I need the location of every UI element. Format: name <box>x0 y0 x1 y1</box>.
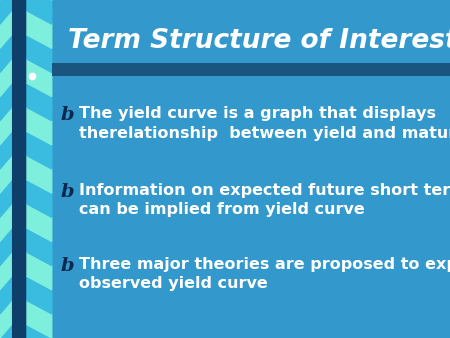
Text: b: b <box>61 183 74 200</box>
Polygon shape <box>27 252 52 290</box>
Polygon shape <box>0 11 11 48</box>
Polygon shape <box>27 156 52 193</box>
Bar <box>0 0 11 338</box>
Text: The yield curve is a graph that displays
therelationship  between yield and matu: The yield curve is a graph that displays… <box>79 106 450 141</box>
Bar <box>11 0 27 338</box>
Polygon shape <box>0 131 11 169</box>
Polygon shape <box>27 11 52 48</box>
Polygon shape <box>27 204 52 241</box>
Text: Three major theories are proposed to explain the
observed yield curve: Three major theories are proposed to exp… <box>79 257 450 291</box>
Text: Information on expected future short term rates
can be implied from yield curve: Information on expected future short ter… <box>79 183 450 217</box>
Polygon shape <box>27 35 52 72</box>
Polygon shape <box>0 325 11 338</box>
Text: Term Structure of Interest Rates: Term Structure of Interest Rates <box>68 28 450 53</box>
Polygon shape <box>27 83 52 121</box>
Polygon shape <box>0 300 11 338</box>
Polygon shape <box>27 131 52 169</box>
Polygon shape <box>0 59 11 97</box>
Polygon shape <box>27 300 52 338</box>
Polygon shape <box>0 35 11 72</box>
Polygon shape <box>0 204 11 241</box>
Polygon shape <box>27 325 52 338</box>
Polygon shape <box>0 228 11 266</box>
Text: b: b <box>61 106 74 124</box>
Bar <box>52 63 450 76</box>
Polygon shape <box>0 156 11 193</box>
Polygon shape <box>0 107 11 145</box>
Polygon shape <box>27 276 52 314</box>
Polygon shape <box>27 180 52 217</box>
Polygon shape <box>0 252 11 290</box>
Polygon shape <box>27 228 52 266</box>
Polygon shape <box>0 180 11 217</box>
Polygon shape <box>27 0 52 24</box>
Polygon shape <box>0 276 11 314</box>
Polygon shape <box>0 83 11 121</box>
Polygon shape <box>27 59 52 97</box>
Polygon shape <box>27 107 52 145</box>
Polygon shape <box>0 0 11 24</box>
Text: b: b <box>61 257 74 275</box>
